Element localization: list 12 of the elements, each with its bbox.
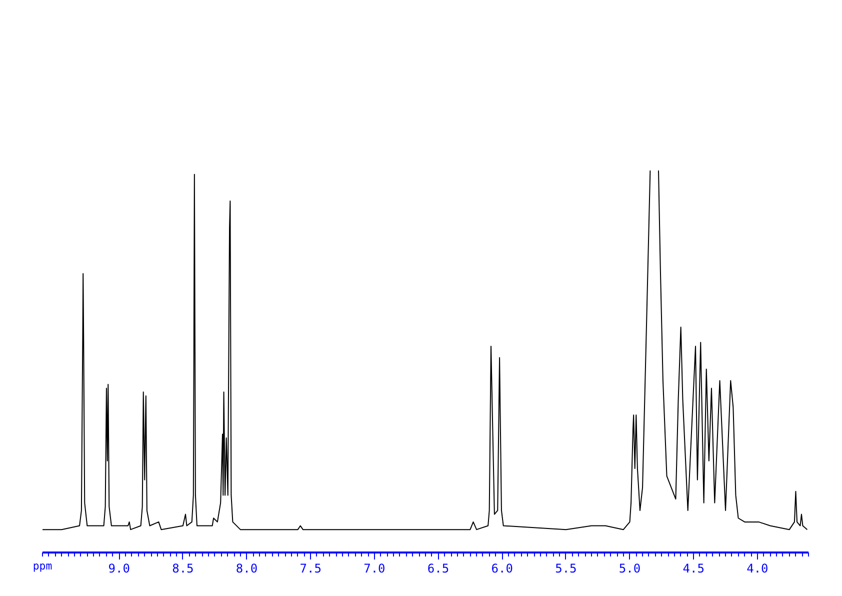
x-axis-title: ppm — [32, 560, 52, 572]
x-tick-label: 6.5 — [427, 562, 450, 576]
x-tick-label: 8.5 — [172, 562, 194, 576]
x-tick-label: 7.0 — [364, 562, 386, 576]
x-tick-label: 6.0 — [491, 562, 513, 576]
x-tick-label: 7.5 — [300, 562, 322, 576]
x-tick-label: 5.5 — [555, 562, 577, 576]
x-tick-label: 8.0 — [236, 562, 258, 576]
x-tick-label: 9.0 — [108, 562, 130, 576]
x-tick-label: 4.5 — [682, 562, 704, 576]
x-tick-label: 4.0 — [746, 562, 768, 576]
x-tick-label: 5.0 — [618, 562, 641, 576]
